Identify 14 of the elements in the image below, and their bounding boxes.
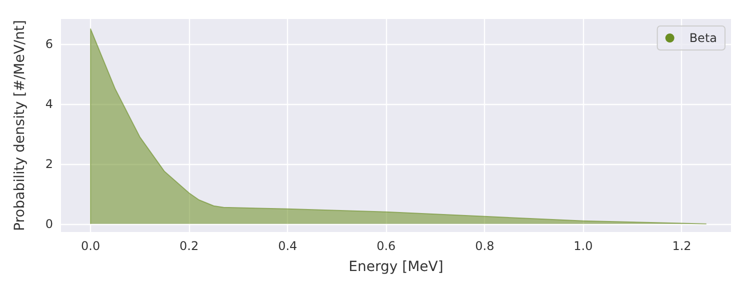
x-tick-label: 0.0: [81, 239, 100, 253]
x-tick-label: 0.4: [278, 239, 298, 253]
y-tick-label: 0: [45, 216, 53, 231]
x-tick-label: 1.0: [574, 239, 593, 253]
x-tick-label: 0.2: [180, 239, 199, 253]
y-tick-label: 4: [45, 96, 53, 111]
x-tick-label: 0.6: [376, 239, 396, 253]
y-tick-label: 2: [45, 156, 53, 171]
x-tick-label: 0.8: [475, 239, 494, 253]
x-tick-label: 1.2: [672, 239, 692, 253]
x-axis-title: Energy [MeV]: [348, 259, 444, 275]
y-tick-label: 6: [45, 36, 53, 51]
legend-label: Beta: [689, 31, 718, 45]
y-axis-title: Probability density [#/MeV/nt]: [12, 20, 28, 231]
